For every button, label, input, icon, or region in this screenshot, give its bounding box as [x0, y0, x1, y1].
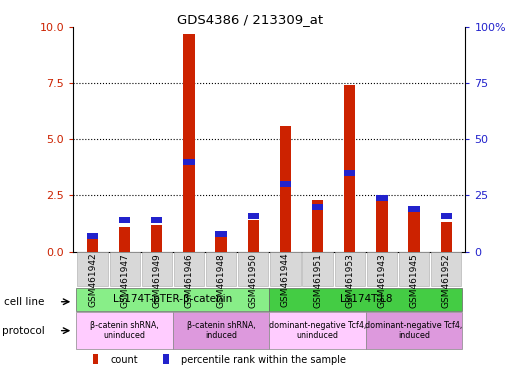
- FancyBboxPatch shape: [366, 312, 462, 349]
- FancyBboxPatch shape: [76, 288, 269, 311]
- Bar: [163, 354, 169, 364]
- FancyBboxPatch shape: [109, 252, 140, 286]
- Bar: [440, 213, 452, 218]
- FancyBboxPatch shape: [431, 252, 461, 286]
- Text: GSM461950: GSM461950: [249, 253, 258, 308]
- FancyBboxPatch shape: [269, 288, 462, 311]
- Bar: [344, 85, 355, 252]
- Bar: [376, 195, 388, 200]
- Text: cell line: cell line: [4, 297, 44, 307]
- Text: β-catenin shRNA,
induced: β-catenin shRNA, induced: [187, 321, 256, 340]
- Text: GSM461951: GSM461951: [313, 253, 322, 308]
- FancyBboxPatch shape: [142, 252, 172, 286]
- Bar: [215, 236, 227, 252]
- FancyBboxPatch shape: [206, 252, 236, 286]
- Bar: [440, 222, 452, 252]
- FancyBboxPatch shape: [367, 252, 397, 286]
- Text: Ls174T-pTER-β-catenin: Ls174T-pTER-β-catenin: [113, 295, 233, 305]
- Bar: [344, 170, 355, 176]
- Text: GSM461947: GSM461947: [120, 253, 129, 308]
- FancyBboxPatch shape: [270, 252, 301, 286]
- Bar: [215, 231, 227, 237]
- Text: GSM461943: GSM461943: [378, 253, 386, 308]
- Text: dominant-negative Tcf4,
uninduced: dominant-negative Tcf4, uninduced: [269, 321, 366, 340]
- Bar: [408, 207, 419, 252]
- Text: GSM461953: GSM461953: [345, 253, 354, 308]
- Bar: [280, 126, 291, 252]
- Bar: [280, 182, 291, 187]
- Text: GSM461949: GSM461949: [152, 253, 161, 308]
- FancyBboxPatch shape: [77, 252, 108, 286]
- Bar: [184, 34, 195, 252]
- Text: GSM461942: GSM461942: [88, 253, 97, 308]
- Bar: [151, 225, 163, 252]
- Bar: [312, 200, 323, 252]
- Text: β-catenin shRNA,
uninduced: β-catenin shRNA, uninduced: [90, 321, 159, 340]
- Text: dominant-negative Tcf4,
induced: dominant-negative Tcf4, induced: [366, 321, 463, 340]
- Bar: [184, 159, 195, 165]
- Bar: [93, 354, 98, 364]
- Bar: [87, 238, 98, 252]
- Bar: [119, 217, 130, 223]
- Text: percentile rank within the sample: percentile rank within the sample: [181, 354, 346, 364]
- Bar: [248, 220, 259, 252]
- Bar: [151, 217, 163, 223]
- Text: Ls174T-L8: Ls174T-L8: [339, 295, 392, 305]
- Text: GSM461944: GSM461944: [281, 253, 290, 308]
- Text: GSM461952: GSM461952: [442, 253, 451, 308]
- FancyBboxPatch shape: [335, 252, 365, 286]
- Bar: [119, 227, 130, 252]
- FancyBboxPatch shape: [269, 312, 366, 349]
- Text: protocol: protocol: [2, 326, 44, 336]
- FancyBboxPatch shape: [174, 252, 204, 286]
- FancyBboxPatch shape: [238, 252, 268, 286]
- Bar: [312, 204, 323, 210]
- FancyBboxPatch shape: [173, 312, 269, 349]
- Text: GSM461946: GSM461946: [185, 253, 194, 308]
- Bar: [248, 213, 259, 218]
- Text: GSM461948: GSM461948: [217, 253, 225, 308]
- FancyBboxPatch shape: [76, 312, 173, 349]
- Bar: [408, 206, 419, 212]
- Title: GDS4386 / 213309_at: GDS4386 / 213309_at: [177, 13, 323, 26]
- FancyBboxPatch shape: [302, 252, 333, 286]
- Bar: [376, 195, 388, 252]
- Text: GSM461945: GSM461945: [410, 253, 418, 308]
- Bar: [87, 233, 98, 239]
- FancyBboxPatch shape: [399, 252, 429, 286]
- Text: count: count: [110, 354, 138, 364]
